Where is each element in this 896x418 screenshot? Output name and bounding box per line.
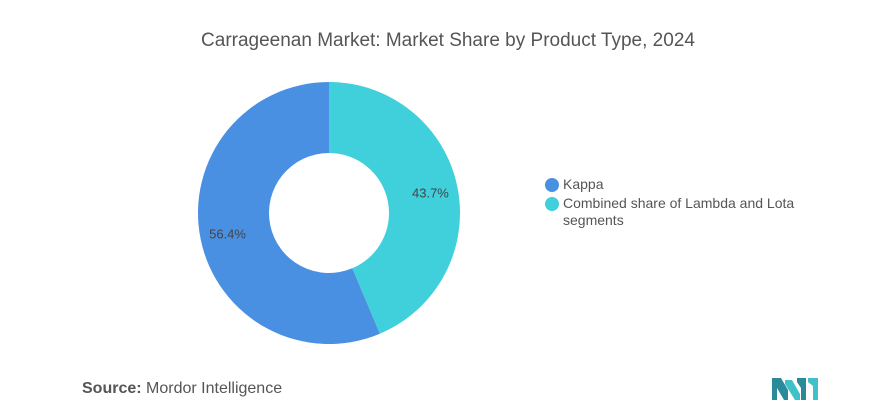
chart-title: Carrageenan Market: Market Share by Prod… (201, 30, 695, 51)
data-label-lambda-lota: 43.7% (412, 186, 449, 201)
data-label-kappa: 56.4% (209, 226, 246, 241)
source-label: Source: (82, 380, 142, 397)
donut-slice-lambda-lota[interactable] (329, 82, 460, 334)
donut-slice-kappa[interactable] (198, 82, 380, 344)
source-note: Source: Mordor Intelligence (82, 380, 282, 398)
legend-label-lambda-lota: Combined share of Lambda and Lota segmen… (563, 195, 795, 228)
legend-swatch-kappa (545, 178, 559, 192)
mordor-intelligence-logo-icon (772, 378, 818, 400)
legend-item-lambda-lota[interactable]: Combined share of Lambda and Lota segmen… (545, 195, 835, 229)
donut-chart: 43.7% 56.4% (198, 82, 460, 344)
legend-label-kappa: Kappa (563, 176, 604, 192)
legend-swatch-lambda-lota (545, 197, 559, 211)
legend-item-kappa[interactable]: Kappa (545, 176, 835, 193)
source-text: Mordor Intelligence (146, 380, 283, 397)
chart-legend: Kappa Combined share of Lambda and Lota … (545, 176, 835, 231)
